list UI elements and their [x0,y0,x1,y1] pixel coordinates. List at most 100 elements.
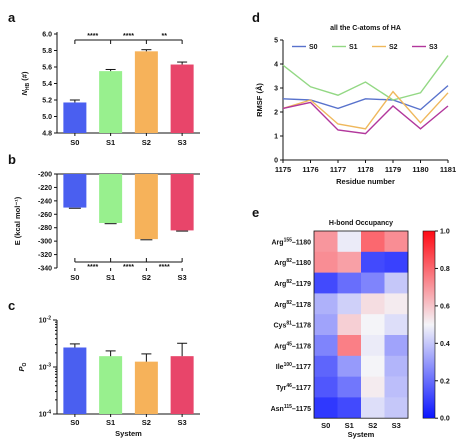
heatmap-cell [314,231,338,253]
x-tick-label: 1177 [330,165,346,174]
bar-S1 [99,174,123,224]
x-axis-label: Residue number [336,177,395,186]
heatmap-cell [361,397,385,419]
heatmap-cell [384,355,409,377]
x-tick-label: S2 [142,138,151,147]
heatmap-cell [337,376,362,398]
x-tick-label: S2 [142,273,151,282]
significance-label: **** [87,33,98,40]
bar-S3 [170,64,194,133]
y-tick-label: 1 [274,134,278,141]
bar-S0 [63,347,87,414]
y-tick-label: 5.8 [42,48,52,55]
row-label: Arg82–1178 [274,300,311,309]
x-tick-label: S0 [70,418,79,427]
series-line-S2 [282,90,449,130]
y-tick-label: 5.0 [42,114,52,121]
column-label: S2 [368,421,377,430]
panel-a: a4.85.05.25.45.65.86.0S0 S1 S2 S3**** **** **… [8,10,200,147]
y-tick-label: 5.4 [42,81,52,88]
heatmap-cell [337,355,362,377]
panel-b: b -200 -220 -240 -260 -280 -300 -320 -340 S0 S1 S2 S… [8,152,200,282]
heatmap-cell [361,293,385,315]
heatmap-cell [314,335,338,357]
x-tick-label: S0 [70,273,79,282]
panel-e: e H-bond Occupancy Arg155–1180 Arg82–1180 Ar… [252,205,450,439]
heatmap-cell [384,293,409,315]
heatmap-cell [337,251,362,273]
heatmap-cell [314,355,338,377]
bar-S2 [134,361,158,414]
colorbar-tick-label: 0.2 [440,378,450,385]
heatmap-cell [384,251,409,273]
heatmap-cell [384,335,409,357]
heatmap-cell [314,314,338,336]
x-tick-label: S3 [178,273,187,282]
row-label: Ile100–1177 [276,362,311,371]
y-tick-label: -200 [38,172,52,179]
x-tick-label: 1178 [357,165,373,174]
y-tick-label: -280 [38,225,52,232]
heatmap-cell [361,251,385,273]
colorbar-tick-label: 0.6 [440,303,450,310]
row-label: Cys81–1178 [274,321,312,330]
heatmap-cell [361,355,385,377]
heatmap-cell [337,272,362,294]
x-axis-label: System [348,430,375,439]
y-tick-label: 0 [274,158,278,165]
y-tick-label: 3 [274,86,278,93]
bar-S0 [63,102,87,133]
x-tick-label: S1 [106,138,115,147]
y-tick-label: 5 [274,38,278,45]
series-line-S1 [282,55,449,101]
colorbar-tick-label: 0.4 [440,341,450,348]
y-tick-label: -340 [38,266,52,273]
heatmap-cell [384,231,409,253]
y-tick-label: 5.6 [42,65,52,72]
heatmap-cell [314,376,338,398]
bar-S3 [170,174,194,231]
heatmap-cell [337,397,362,419]
y-tick-label: 2 [274,110,278,117]
heatmap-cell [384,314,409,336]
heatmap-cell [361,376,385,398]
heatmap-cell [337,293,362,315]
heatmap-cell [384,397,409,419]
heatmap-cell [337,335,362,357]
y-axis-label: PO [17,362,28,371]
x-tick-label: 1176 [302,165,318,174]
row-label: Arg82–1180 [274,258,311,267]
y-tick-label: -320 [38,252,52,259]
bar-S1 [99,71,123,133]
legend-label-S0: S0 [309,44,318,51]
heatmap-cell [361,335,385,357]
heatmap-cell [314,251,338,273]
y-tick-label: 10-2 [39,316,51,325]
panel-d: d all the C-atoms of HA 0 1 2 3 4 5 1175 1176 1177… [252,10,456,186]
heatmap-cell [361,231,385,253]
heatmap-cell [314,272,338,294]
y-tick-label: 6.0 [42,32,52,39]
column-label: S3 [392,421,401,430]
y-axis-label: RMSF (Å) [255,83,264,117]
y-tick-label: 4 [274,62,278,69]
y-tick-label: -260 [38,212,52,219]
colorbar [422,230,436,419]
legend-label-S3: S3 [429,44,438,51]
significance-label: **** [123,33,134,40]
x-tick-label: 1181 [440,165,456,174]
heatmap-cell [384,272,409,294]
y-tick-label: -240 [38,198,52,205]
panel-c: c 10-4 10-3 10-2 S0 S1 S2 S3 System PO [8,298,200,438]
heatmap-frame [313,230,409,419]
heatmap-cell [314,293,338,315]
y-tick-label: 10-4 [39,410,51,419]
legend-label-S2: S2 [389,44,398,51]
y-tick-label: 10-3 [39,363,51,372]
x-tick-label: S2 [142,418,151,427]
panel-letter-d: d [252,10,260,25]
x-tick-label: 1179 [385,165,401,174]
column-label: S0 [321,421,330,430]
significance-label: **** [123,264,134,271]
